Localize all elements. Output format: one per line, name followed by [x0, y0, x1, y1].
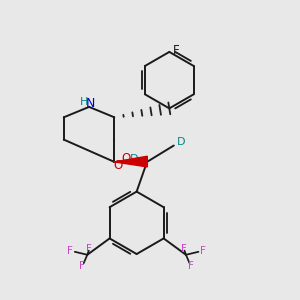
Text: F: F: [181, 244, 187, 254]
Text: F: F: [86, 244, 92, 254]
Text: F: F: [188, 261, 194, 271]
Text: H: H: [80, 97, 88, 106]
Text: F: F: [67, 246, 73, 256]
Text: D: D: [130, 154, 139, 164]
Text: N: N: [85, 98, 95, 110]
Text: F: F: [172, 44, 179, 57]
Text: F: F: [200, 246, 206, 256]
Polygon shape: [114, 156, 147, 167]
Text: D: D: [177, 137, 185, 147]
Text: F: F: [79, 261, 85, 271]
Text: O: O: [114, 159, 123, 172]
Text: O: O: [121, 152, 130, 164]
